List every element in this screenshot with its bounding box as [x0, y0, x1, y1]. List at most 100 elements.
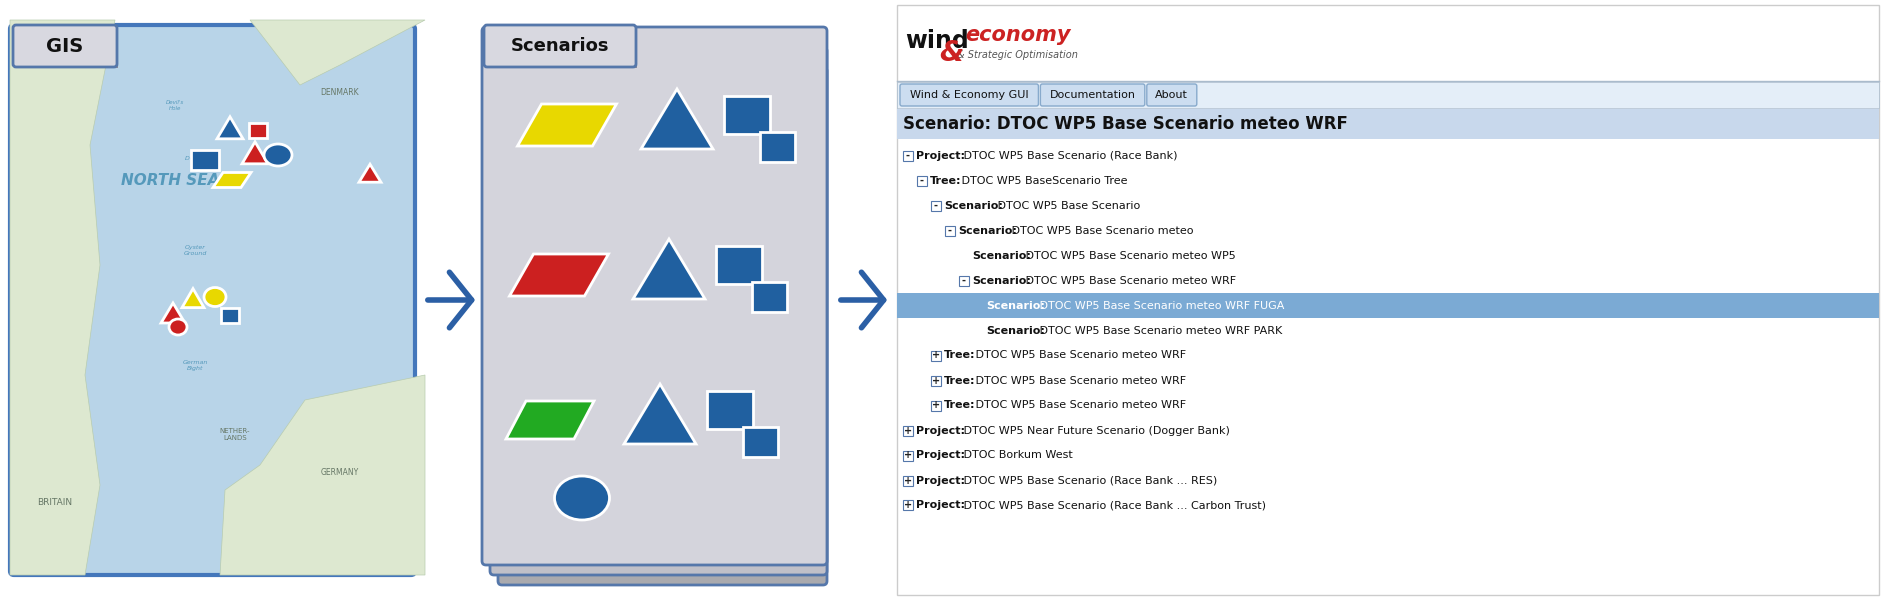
Text: +: +: [903, 500, 912, 511]
Text: wind: wind: [905, 29, 969, 53]
Bar: [249, 122, 266, 137]
Text: -: -: [905, 151, 909, 161]
Polygon shape: [161, 303, 185, 323]
Text: +: +: [931, 350, 939, 361]
Bar: [931, 200, 941, 211]
Text: DTOC WP5 BaseScenario Tree: DTOC WP5 BaseScenario Tree: [958, 176, 1126, 185]
Text: Project:: Project:: [916, 151, 965, 161]
Text: BRITAIN: BRITAIN: [38, 498, 72, 507]
Text: DENMARK: DENMARK: [321, 88, 359, 97]
Bar: [723, 96, 769, 134]
Text: DTOC WP5 Near Future Scenario (Dogger Bank): DTOC WP5 Near Future Scenario (Dogger Ba…: [960, 425, 1230, 436]
Bar: [897, 82, 1878, 108]
Text: Scenario:: Scenario:: [971, 251, 1030, 260]
Bar: [903, 151, 912, 161]
Text: Scenario:: Scenario:: [986, 301, 1045, 311]
Polygon shape: [510, 254, 608, 296]
Bar: [759, 132, 793, 162]
Polygon shape: [518, 104, 616, 146]
Text: Tree:: Tree:: [943, 376, 975, 386]
Polygon shape: [633, 239, 705, 299]
Polygon shape: [242, 142, 268, 164]
Text: +: +: [931, 401, 939, 410]
Text: Project:: Project:: [916, 500, 965, 511]
Text: Project:: Project:: [916, 475, 965, 485]
FancyBboxPatch shape: [9, 25, 416, 575]
Text: economy: economy: [965, 25, 1069, 45]
Text: DTOC WP5 Base Scenario meteo WP5: DTOC WP5 Base Scenario meteo WP5: [1020, 251, 1235, 260]
Text: Documentation: Documentation: [1048, 90, 1135, 100]
Text: +: +: [903, 475, 912, 485]
Text: +: +: [903, 451, 912, 461]
Text: Scenario:: Scenario:: [971, 275, 1030, 286]
FancyBboxPatch shape: [899, 84, 1037, 106]
Text: DTOC WP5 Base Scenario meteo WRF: DTOC WP5 Base Scenario meteo WRF: [971, 376, 1184, 386]
Text: DTOC WP5 Base Scenario meteo WRF: DTOC WP5 Base Scenario meteo WRF: [1020, 275, 1235, 286]
FancyBboxPatch shape: [13, 25, 117, 67]
Text: German
Bight: German Bight: [181, 360, 208, 371]
Polygon shape: [213, 173, 251, 187]
Bar: [931, 350, 941, 361]
Text: Scenario:: Scenario:: [943, 200, 1003, 211]
Bar: [903, 500, 912, 511]
Polygon shape: [506, 401, 593, 439]
Text: Dogger B.: Dogger B.: [185, 156, 217, 161]
Text: DTOC WP5 Base Scenario meteo WRF PARK: DTOC WP5 Base Scenario meteo WRF PARK: [1035, 325, 1281, 335]
Text: DTOC WP5 Base Scenario (Race Bank ... Carbon Trust): DTOC WP5 Base Scenario (Race Bank ... Ca…: [960, 500, 1266, 511]
Text: -: -: [933, 200, 937, 211]
Polygon shape: [217, 117, 244, 139]
FancyBboxPatch shape: [1039, 84, 1145, 106]
Polygon shape: [359, 164, 382, 182]
Ellipse shape: [204, 287, 227, 307]
FancyBboxPatch shape: [497, 67, 827, 585]
FancyBboxPatch shape: [484, 25, 637, 67]
Bar: [897, 5, 1878, 595]
Text: DTOC WP5 Base Scenario meteo WRF: DTOC WP5 Base Scenario meteo WRF: [971, 401, 1184, 410]
Text: & Strategic Optimisation: & Strategic Optimisation: [956, 50, 1077, 60]
Text: DTOC WP5 Base Scenario meteo WRF FUGA: DTOC WP5 Base Scenario meteo WRF FUGA: [1035, 301, 1283, 311]
Bar: [221, 308, 238, 323]
Polygon shape: [181, 289, 204, 308]
Ellipse shape: [264, 144, 291, 166]
Text: &: &: [939, 39, 963, 67]
Text: DTOC WP5 Base Scenario meteo WRF: DTOC WP5 Base Scenario meteo WRF: [971, 350, 1184, 361]
Bar: [903, 451, 912, 461]
Bar: [489, 30, 637, 68]
Bar: [742, 427, 776, 457]
FancyBboxPatch shape: [1147, 84, 1196, 106]
Text: Scenarios: Scenarios: [510, 37, 608, 55]
Text: +: +: [931, 376, 939, 386]
Bar: [903, 475, 912, 485]
Ellipse shape: [168, 319, 187, 335]
FancyBboxPatch shape: [482, 27, 827, 565]
Text: Tree:: Tree:: [929, 176, 962, 185]
Bar: [191, 150, 219, 170]
Text: NETHER-
LANDS: NETHER- LANDS: [219, 428, 249, 441]
Bar: [944, 226, 954, 236]
Bar: [931, 401, 941, 410]
Polygon shape: [640, 89, 712, 149]
Ellipse shape: [553, 476, 608, 520]
Text: Project:: Project:: [916, 451, 965, 461]
Bar: [897, 109, 1878, 139]
Text: GIS: GIS: [47, 37, 83, 56]
Text: Devil's
Hole: Devil's Hole: [166, 100, 183, 111]
Text: About: About: [1154, 90, 1188, 100]
Text: Tree:: Tree:: [943, 350, 975, 361]
Text: DTOC WP5 Base Scenario meteo: DTOC WP5 Base Scenario meteo: [1007, 226, 1192, 236]
Text: NORTH SEA: NORTH SEA: [121, 173, 219, 188]
Text: -: -: [948, 226, 952, 236]
Bar: [931, 376, 941, 386]
Bar: [903, 425, 912, 436]
Text: Project:: Project:: [916, 425, 965, 436]
Text: +: +: [903, 425, 912, 436]
Text: Oyster
Ground: Oyster Ground: [183, 245, 206, 256]
Bar: [897, 293, 1878, 318]
Bar: [752, 282, 786, 312]
Bar: [19, 30, 117, 68]
Polygon shape: [623, 384, 695, 444]
Bar: [958, 275, 969, 286]
Text: DTOC WP5 Base Scenario (Race Bank ... RES): DTOC WP5 Base Scenario (Race Bank ... RE…: [960, 475, 1217, 485]
Text: Wind & Economy GUI: Wind & Economy GUI: [909, 90, 1028, 100]
Bar: [916, 176, 926, 185]
